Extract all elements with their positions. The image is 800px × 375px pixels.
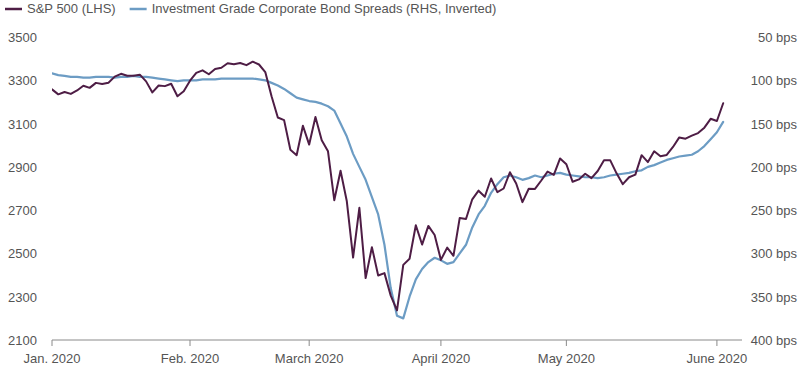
y-tick-label: 2500: [8, 246, 37, 261]
y-tick-label: 2700: [8, 203, 37, 218]
series-group: [52, 62, 723, 319]
legend-label: Investment Grade Corporate Bond Spreads …: [152, 1, 497, 16]
y2-tick-label: 350 bps: [751, 290, 798, 305]
x-tick-label: March 2020: [275, 351, 344, 366]
y2-tick-label: 100 bps: [751, 73, 798, 88]
y2-tick: [742, 340, 745, 341]
y2-tick-label: 300 bps: [751, 246, 798, 261]
y2-tick: [742, 80, 745, 81]
y2-tick: [742, 210, 745, 211]
x-tick: [440, 340, 441, 346]
y2-tick-label: 200 bps: [751, 160, 798, 175]
y-tick: [49, 340, 52, 341]
y-tick-label: 3500: [8, 30, 37, 45]
series-line: [52, 62, 723, 311]
chart-root: Jan. 2020 Feb. 2020 March 2020 April 2020 Ma…: [0, 0, 800, 375]
y-tick: [49, 296, 52, 297]
x-tick-label: June 2020: [687, 351, 748, 366]
y-tick: [49, 123, 52, 124]
x-tick: [190, 340, 191, 346]
y-tick-label: 3100: [8, 117, 37, 132]
y-tick: [49, 166, 52, 167]
y2-tick: [742, 37, 745, 38]
y-tick-label: 3300: [8, 73, 37, 88]
y-tick: [49, 37, 52, 38]
y-tick: [49, 253, 52, 254]
x-tick: [566, 340, 567, 346]
x-tick-label: Feb. 2020: [161, 351, 220, 366]
chart-svg: Jan. 2020 Feb. 2020 March 2020 April 2020 Ma…: [0, 0, 800, 375]
x-axis-line: [52, 340, 742, 341]
x-tick: [309, 340, 310, 346]
x-tick: [716, 340, 717, 346]
y-tick: [49, 80, 52, 81]
y2-tick: [742, 166, 745, 167]
y2-tick: [742, 296, 745, 297]
x-tick-label: Jan. 2020: [23, 351, 80, 366]
y-tick-label: 2900: [8, 160, 37, 175]
y-tick-label: 2300: [8, 290, 37, 305]
y2-tick-label: 150 bps: [751, 117, 798, 132]
legend-label: S&P 500 (LHS): [27, 1, 116, 16]
x-tick-label: April 2020: [412, 351, 471, 366]
x-tick-label: May 2020: [538, 351, 595, 366]
y2-tick: [742, 123, 745, 124]
y2-tick-label: 250 bps: [751, 203, 798, 218]
y-tick-label: 2100: [8, 333, 37, 348]
x-tick: [52, 340, 53, 346]
y2-tick-label: 400 bps: [751, 333, 798, 348]
y2-tick: [742, 253, 745, 254]
y-tick: [49, 210, 52, 211]
legend-swatch: [5, 8, 22, 11]
legend-swatch: [130, 8, 147, 11]
y2-tick-label: 50 bps: [758, 30, 798, 45]
legend: S&P 500 (LHS) Investment Grade Corporate …: [5, 1, 496, 16]
